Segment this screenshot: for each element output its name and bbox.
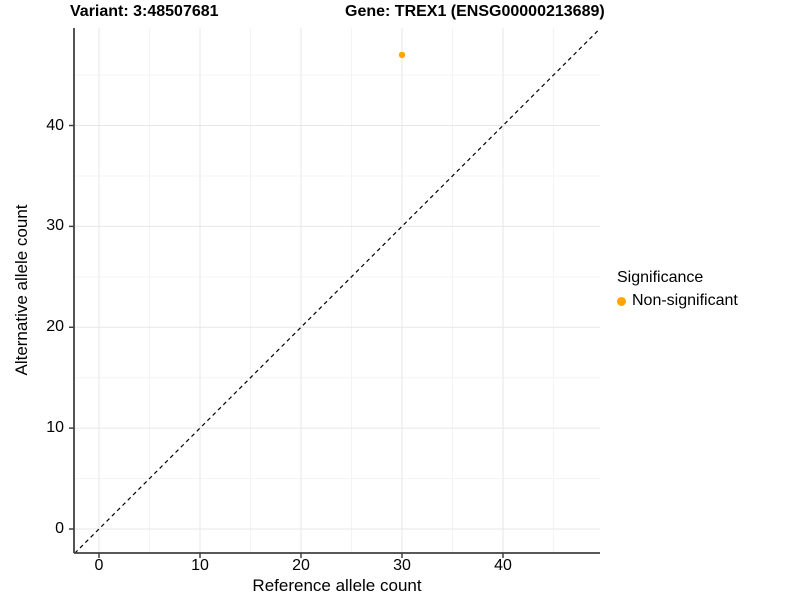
legend-point-icon [617,296,626,306]
identity-dashed-line [74,28,601,554]
y-tick-label: 10 [46,419,64,437]
x-tick-label: 30 [393,557,411,574]
legend-items: Non-significant [617,291,738,311]
x-axis-label: Reference allele count [252,576,422,595]
variant-title: Variant: 3:48507681 [70,3,219,20]
legend-item-label: Non-significant [632,292,738,309]
y-tick-label: 40 [46,116,64,134]
legend-item: Non-significant [617,291,738,311]
legend-title: Significance [617,269,704,286]
y-tick-label: 30 [46,217,64,235]
x-tick-label: 40 [494,557,512,574]
x-tick-label: 20 [292,557,310,574]
legend: Significance Non-significant [617,268,738,311]
y-tick-label: 20 [46,318,64,336]
x-tick-label: 0 [94,557,104,574]
y-tick-label: 0 [55,520,64,537]
x-tick-label: 10 [191,557,209,574]
gene-title: Gene: TREX1 (ENSG00000213689) [345,3,605,20]
data-point [398,51,406,59]
